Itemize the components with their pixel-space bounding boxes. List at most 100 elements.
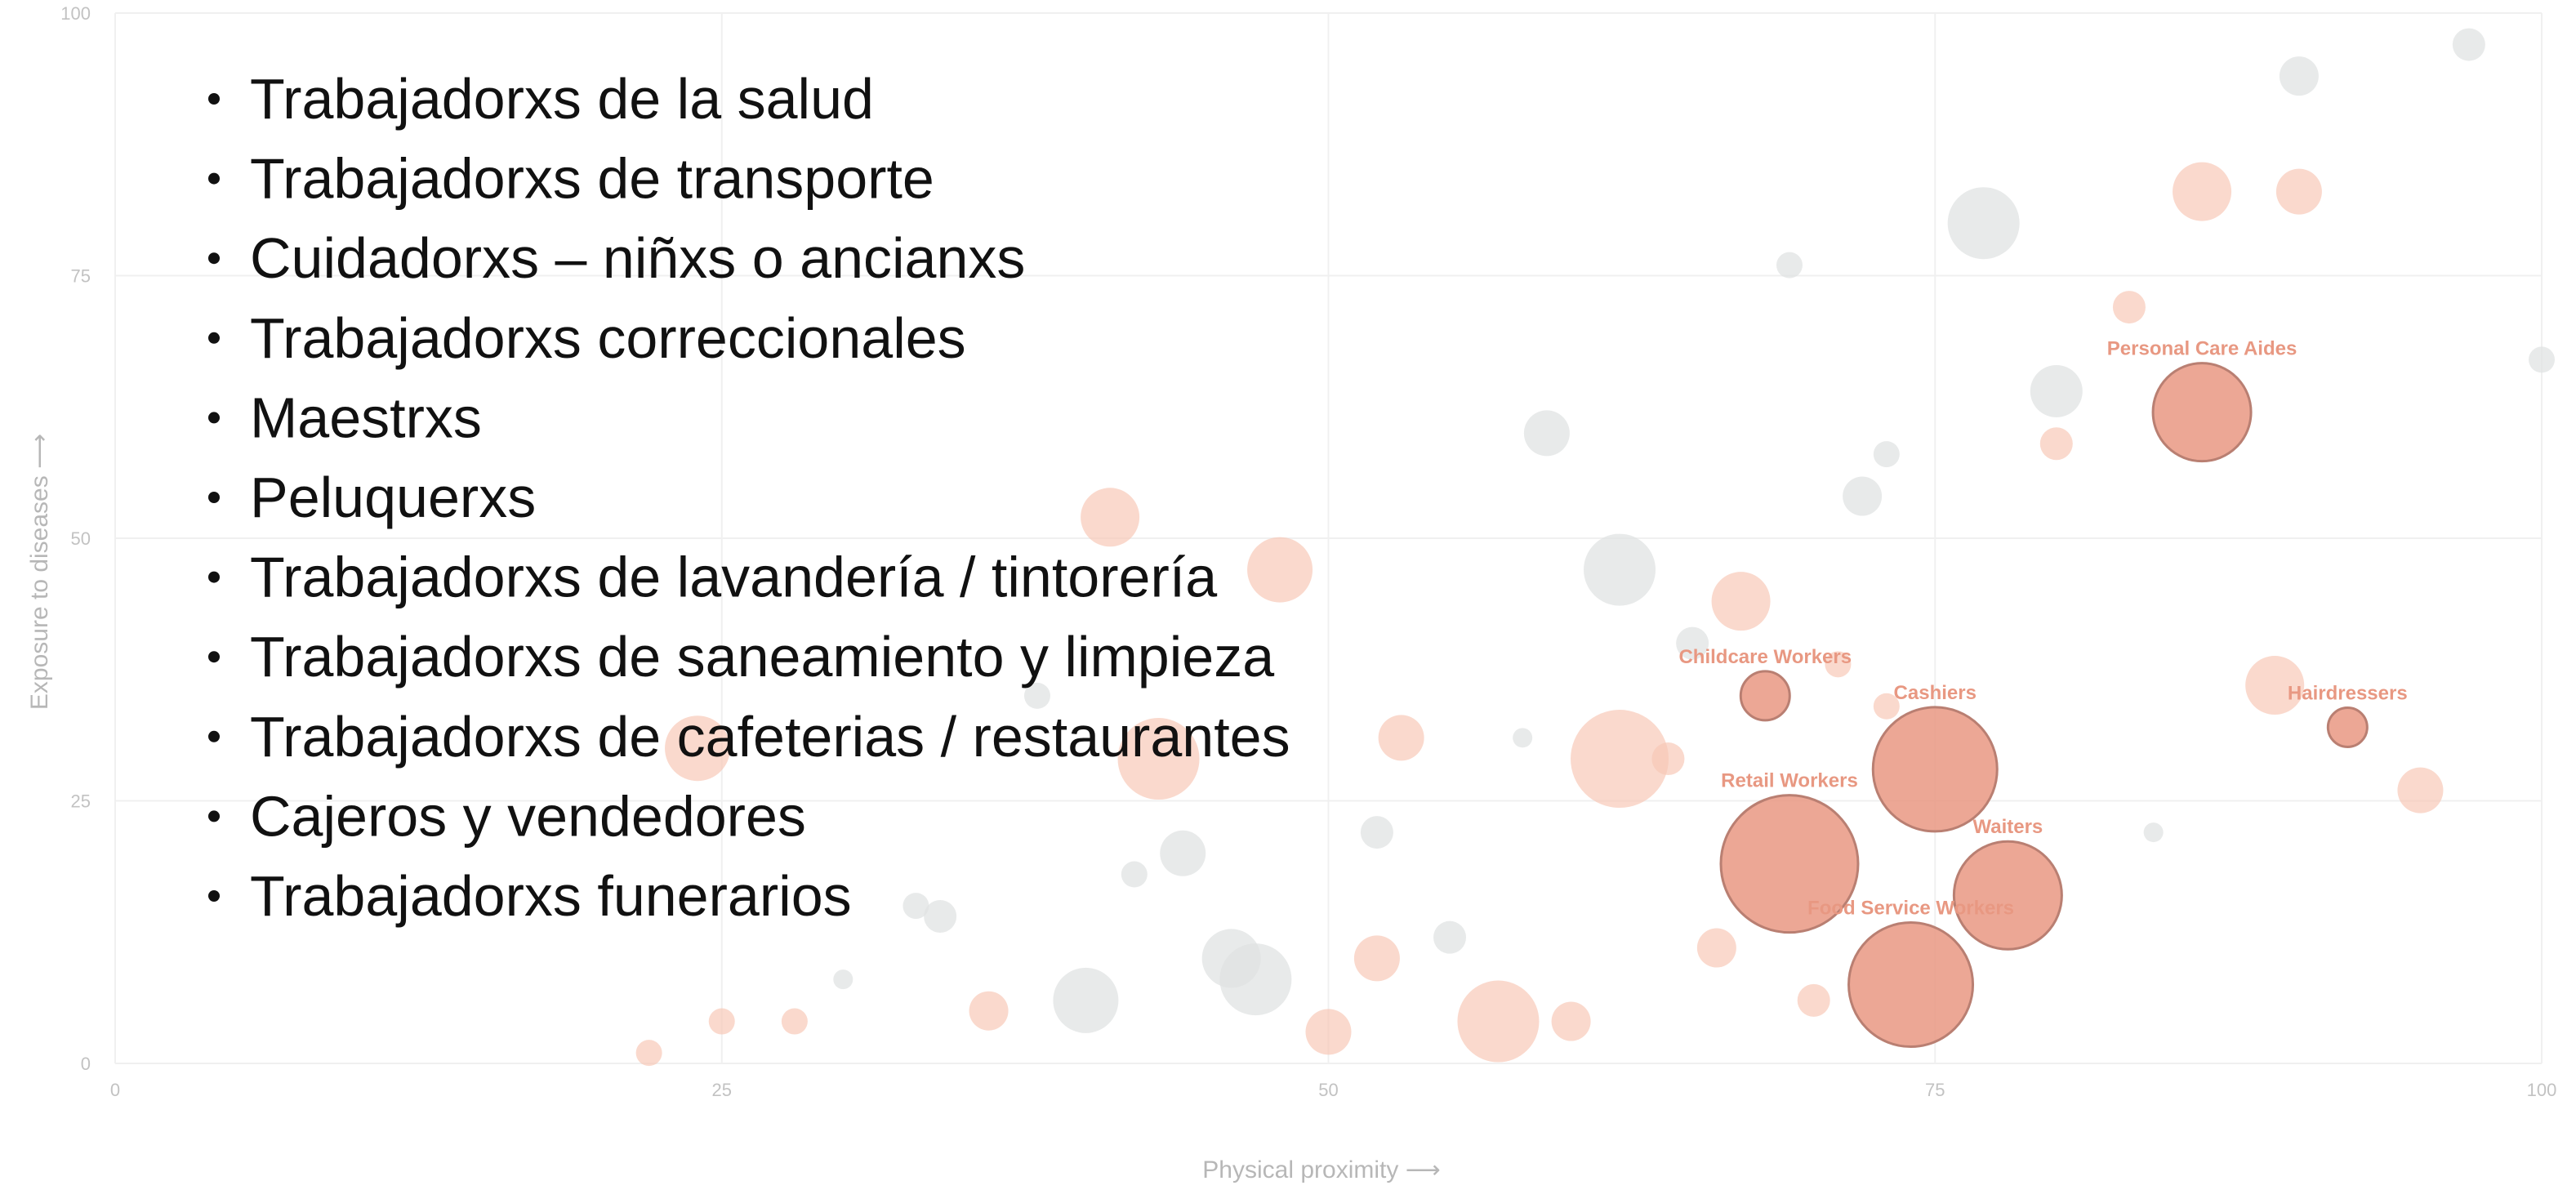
bubble-label: Retail Workers bbox=[1721, 770, 1858, 792]
x-tick-label: 100 bbox=[2527, 1080, 2557, 1100]
bubble bbox=[1053, 967, 1119, 1033]
bubble bbox=[1651, 742, 1685, 776]
bullet bbox=[208, 252, 220, 265]
bubble bbox=[1719, 794, 1860, 934]
bubble-label: Waiters bbox=[1972, 816, 2043, 838]
bubble bbox=[1121, 861, 1148, 888]
bubble bbox=[1711, 572, 1771, 631]
bubble bbox=[1160, 830, 1206, 876]
bubble bbox=[2112, 291, 2146, 324]
bubble bbox=[1513, 728, 1533, 748]
bubble bbox=[1305, 1009, 1352, 1055]
bubble bbox=[2275, 168, 2322, 215]
bubble bbox=[635, 1040, 662, 1067]
bubble bbox=[2030, 364, 2083, 417]
list-item: Trabajadorxs de cafeterias / restaurante… bbox=[250, 705, 1290, 769]
y-tick-label: 0 bbox=[81, 1054, 91, 1074]
bullet bbox=[208, 412, 220, 424]
y-tick-label: 100 bbox=[60, 3, 91, 24]
bubble bbox=[1871, 706, 1999, 833]
bubble bbox=[1523, 410, 1570, 457]
bubble-label: Personal Care Aides bbox=[2107, 338, 2297, 360]
bubble bbox=[902, 893, 929, 920]
list-item: Cajeros y vendedores bbox=[250, 784, 806, 848]
bubble bbox=[1353, 935, 1400, 982]
bubble bbox=[1676, 626, 1709, 660]
list-item: Maestrxs bbox=[250, 386, 482, 449]
list: Trabajadorxs de la salud Trabajadorxs de … bbox=[208, 67, 1290, 928]
y-tick-label: 75 bbox=[71, 266, 91, 287]
bubble bbox=[1843, 476, 1883, 516]
bubble bbox=[1433, 920, 1467, 954]
bullet bbox=[208, 332, 220, 344]
bubble bbox=[2173, 162, 2232, 221]
bubble bbox=[1551, 1001, 1591, 1041]
bubble bbox=[1847, 921, 1975, 1049]
bullet bbox=[208, 172, 220, 185]
bubble bbox=[2143, 822, 2164, 843]
list-item: Peluquerxs bbox=[250, 466, 536, 529]
bubble bbox=[708, 1008, 735, 1035]
bubble bbox=[2039, 427, 2073, 461]
bullet bbox=[208, 810, 220, 822]
bubble bbox=[2245, 656, 2305, 715]
bullet bbox=[208, 730, 220, 742]
bubble bbox=[1797, 983, 1830, 1017]
x-tick-label: 0 bbox=[110, 1080, 120, 1100]
bubble bbox=[2151, 362, 2253, 463]
chart: 0 25 50 75 100 0 25 50 75 100 Physical proximity ⟶… bbox=[26, 3, 2556, 1183]
x-tick-label: 25 bbox=[712, 1080, 732, 1100]
bubble bbox=[665, 715, 731, 782]
y-axis-label: Exposure to diseases ⟶ bbox=[26, 434, 53, 710]
list-item: Trabajadorxs de transporte bbox=[250, 147, 934, 211]
bubble bbox=[1378, 715, 1424, 761]
bubble bbox=[1360, 816, 1393, 849]
bubble bbox=[1739, 670, 1791, 722]
bubble bbox=[1081, 488, 1140, 547]
x-axis-label: Physical proximity ⟶ bbox=[1202, 1157, 1440, 1183]
bubble bbox=[1947, 187, 2020, 260]
bubble bbox=[1247, 537, 1313, 603]
bubble bbox=[2529, 346, 2555, 373]
list-item: Cuidadorxs – niñxs o ancianxs bbox=[250, 226, 1025, 290]
bubble bbox=[2326, 706, 2369, 748]
bubble bbox=[1873, 441, 1900, 468]
bullet bbox=[208, 492, 220, 503]
x-tick-label: 50 bbox=[1318, 1080, 1338, 1100]
bubble bbox=[1873, 693, 1900, 720]
list-item: Trabajadorxs de lavandería / tintorería bbox=[250, 546, 1217, 609]
y-tick-label: 50 bbox=[71, 528, 91, 549]
bubble bbox=[1825, 651, 1852, 678]
bullet bbox=[208, 571, 220, 583]
bubble bbox=[1776, 252, 1803, 279]
list-item: Trabajadorxs correccionales bbox=[250, 306, 966, 370]
bubble-label: Cashiers bbox=[1894, 682, 1977, 704]
bubble bbox=[833, 969, 853, 990]
list-item: Trabajadorxs funerarios bbox=[250, 864, 852, 928]
bubble bbox=[1952, 840, 2063, 951]
bubble bbox=[1571, 710, 1669, 809]
y-tick-label: 25 bbox=[71, 791, 91, 812]
bullet bbox=[208, 890, 220, 902]
bubble bbox=[1584, 533, 1656, 606]
list-item: Trabajadorxs de saneamiento y limpieza bbox=[250, 625, 1274, 689]
bubble bbox=[1696, 928, 1736, 968]
bubble bbox=[924, 899, 957, 933]
bubble bbox=[1219, 943, 1292, 1016]
bullet bbox=[208, 651, 220, 663]
bubble-label: Childcare Workers bbox=[1678, 646, 1852, 668]
list-item: Trabajadorxs de la salud bbox=[250, 67, 874, 131]
bubble bbox=[969, 991, 1009, 1031]
x-tick-label: 75 bbox=[1925, 1080, 1945, 1100]
bubble bbox=[1023, 682, 1050, 709]
bubble bbox=[2397, 767, 2444, 813]
bubble-label: Food Service Workers bbox=[1807, 898, 2014, 920]
bubble bbox=[1201, 929, 1261, 988]
bubble bbox=[2279, 56, 2319, 96]
bubble bbox=[1457, 980, 1540, 1063]
bullet bbox=[208, 93, 220, 105]
bubble bbox=[1117, 718, 1200, 800]
bubble-label: Hairdressers bbox=[2288, 682, 2408, 704]
